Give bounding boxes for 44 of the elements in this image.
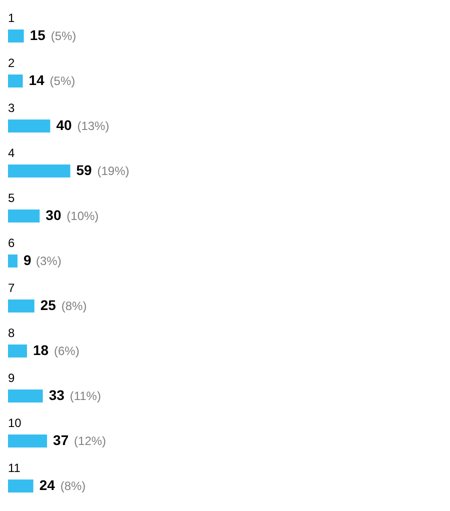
bar xyxy=(8,300,34,312)
y-tick-label: 2 xyxy=(8,56,15,70)
data-label: 30 xyxy=(46,207,62,223)
y-tick-label: 1 xyxy=(8,11,15,25)
data-label: 25 xyxy=(40,297,56,313)
data-label: 9 xyxy=(23,252,32,268)
annotation: (13%) xyxy=(77,119,110,133)
data-label: 59 xyxy=(76,162,92,178)
bar xyxy=(8,30,24,42)
annotation: (8%) xyxy=(60,479,86,493)
bar xyxy=(8,74,23,88)
data-label: 33 xyxy=(48,387,65,403)
bar xyxy=(8,120,50,132)
data-label: 24 xyxy=(39,477,56,493)
bar xyxy=(8,434,48,448)
annotation: (6%) xyxy=(54,344,80,358)
annotation: (5%) xyxy=(50,29,76,43)
bar xyxy=(8,390,43,402)
bar xyxy=(8,480,34,492)
annotation: (12%) xyxy=(74,434,106,448)
data-label: 14 xyxy=(28,72,45,88)
y-tick-label: 6 xyxy=(8,236,15,250)
bar xyxy=(8,254,18,268)
y-tick-label: 10 xyxy=(8,416,22,430)
annotation: (10%) xyxy=(66,209,99,223)
bar xyxy=(8,344,27,358)
data-label: 37 xyxy=(53,432,69,448)
annotation: (19%) xyxy=(97,164,130,178)
y-tick-label: 8 xyxy=(8,326,15,340)
data-label: 40 xyxy=(56,117,72,133)
y-tick-label: 7 xyxy=(8,281,15,295)
data-label: 15 xyxy=(30,27,46,43)
y-tick-label: 9 xyxy=(8,371,15,385)
y-tick-label: 11 xyxy=(8,461,21,475)
annotation: (3%) xyxy=(36,254,62,268)
y-tick-label: 4 xyxy=(8,146,15,160)
annotation: (5%) xyxy=(50,74,76,88)
data-label: 18 xyxy=(32,342,49,358)
annotation: (11%) xyxy=(70,389,101,403)
y-tick-label: 5 xyxy=(8,191,15,205)
bar xyxy=(8,164,70,178)
annotation: (8%) xyxy=(61,299,87,313)
bar xyxy=(8,210,40,222)
y-tick-label: 3 xyxy=(8,101,15,115)
